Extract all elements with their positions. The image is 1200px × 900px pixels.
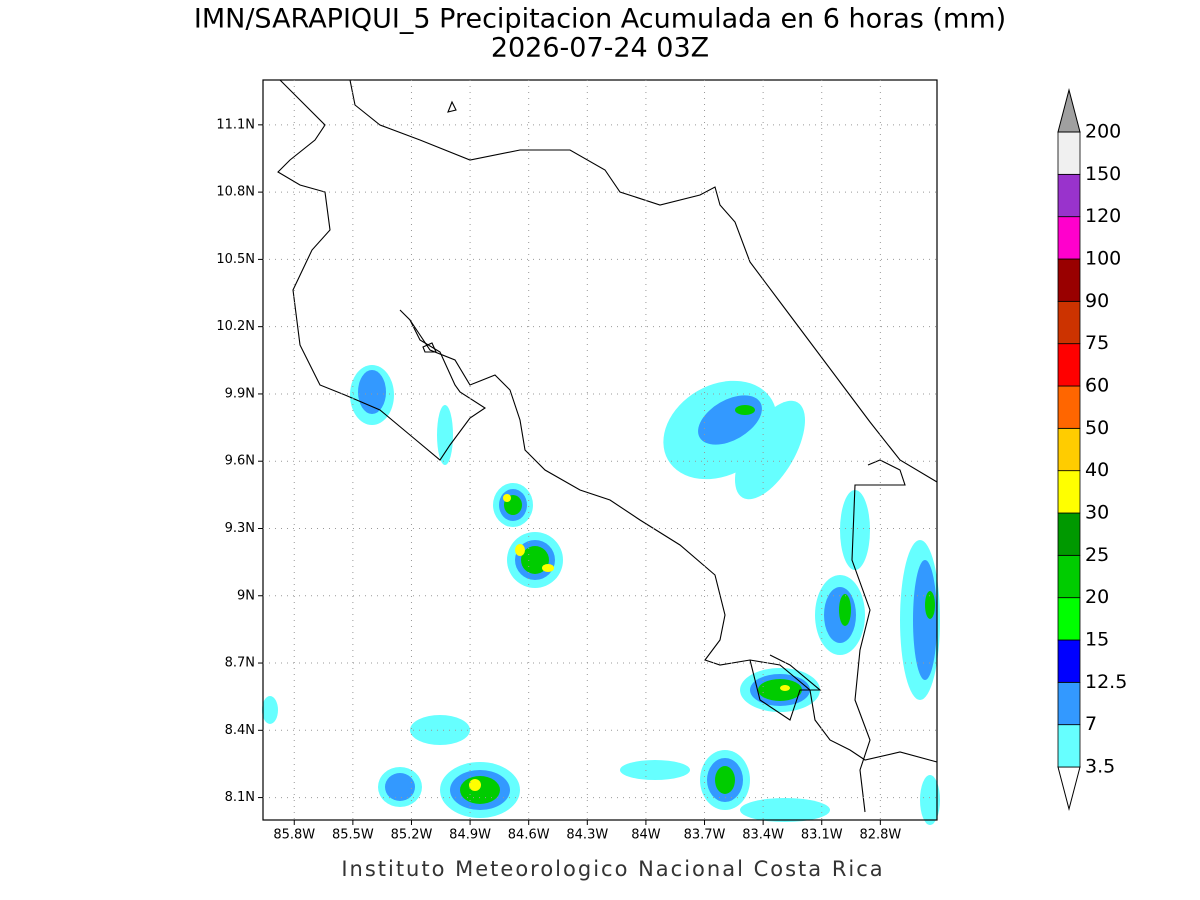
y-tick-label: 11.1N — [216, 117, 255, 132]
colorbar-label: 60 — [1085, 375, 1109, 397]
x-tick-label: 84W — [631, 828, 661, 843]
colorbar-label: 40 — [1085, 459, 1109, 481]
colorbar-under — [1057, 766, 1081, 811]
y-tick-label: 8.7N — [225, 656, 255, 671]
colorbar-label: 7 — [1085, 713, 1097, 735]
colorbar-over — [1057, 88, 1081, 133]
colorbar-label: 25 — [1085, 544, 1109, 566]
x-tick-label: 83.7W — [684, 828, 726, 843]
x-tick-label: 84.3W — [566, 828, 608, 843]
colorbar-label: 75 — [1085, 332, 1109, 354]
y-tick-label: 9.9N — [225, 386, 255, 401]
x-tick-label: 85.8W — [273, 828, 315, 843]
colorbar-label: 15 — [1085, 629, 1109, 651]
colorbar-label: 20 — [1085, 586, 1109, 608]
colorbar-segment — [1057, 470, 1081, 514]
x-tick-label: 85.2W — [391, 828, 433, 843]
x-tick-label: 84.6W — [508, 828, 550, 843]
footer: Instituto Meteorologico Nacional Costa R… — [341, 857, 884, 881]
x-tick-label: 83.1W — [801, 828, 843, 843]
precipitation-field — [262, 365, 940, 825]
colorbar-segment — [1057, 300, 1081, 345]
colorbar-segment — [1057, 724, 1081, 768]
colorbar-label: 100 — [1085, 248, 1121, 270]
colorbar-segment — [1057, 427, 1081, 472]
y-tick-label: 10.2N — [216, 319, 255, 334]
colorbar-segment — [1057, 343, 1081, 387]
colorbar-segment — [1057, 258, 1081, 302]
colorbar-segment — [1057, 639, 1081, 683]
coastline — [277, 79, 938, 813]
colorbar-segment — [1057, 385, 1081, 429]
colorbar-label: 120 — [1085, 205, 1121, 227]
colorbar-label: 3.5 — [1085, 756, 1115, 778]
colorbar-segment — [1057, 512, 1081, 556]
x-tick-label: 83.4W — [742, 828, 784, 843]
colorbar-label: 12.5 — [1085, 671, 1127, 693]
y-tick-label: 10.5N — [216, 252, 255, 267]
y-tick-label: 8.4N — [225, 723, 255, 738]
subtitle: 2026-07-24 03Z — [491, 33, 709, 64]
y-tick-label: 9N — [237, 588, 255, 603]
y-tick-label: 9.3N — [225, 521, 255, 536]
colorbar-segment — [1057, 131, 1081, 175]
y-tick-label: 9.6N — [225, 454, 255, 469]
colorbar-segment — [1057, 681, 1081, 726]
y-tick-label: 8.1N — [225, 790, 255, 805]
y-tick-label: 10.8N — [216, 185, 255, 200]
x-tick-label: 85.5W — [332, 828, 374, 843]
colorbar-label: 30 — [1085, 502, 1109, 524]
colorbar-label: 150 — [1085, 163, 1121, 185]
colorbar-segment — [1057, 173, 1081, 218]
x-tick-label: 82.8W — [859, 828, 901, 843]
title: IMN/SARAPIQUI_5 Precipitacion Acumulada … — [194, 4, 1006, 35]
map-frame — [262, 79, 938, 821]
colorbar-segment — [1057, 554, 1081, 599]
colorbar-label: 90 — [1085, 290, 1109, 312]
x-tick-label: 84.9W — [449, 828, 491, 843]
colorbar-segment — [1057, 216, 1081, 260]
colorbar-label: 200 — [1085, 121, 1121, 143]
colorbar-segment — [1057, 597, 1081, 641]
colorbar-label: 50 — [1085, 417, 1109, 439]
